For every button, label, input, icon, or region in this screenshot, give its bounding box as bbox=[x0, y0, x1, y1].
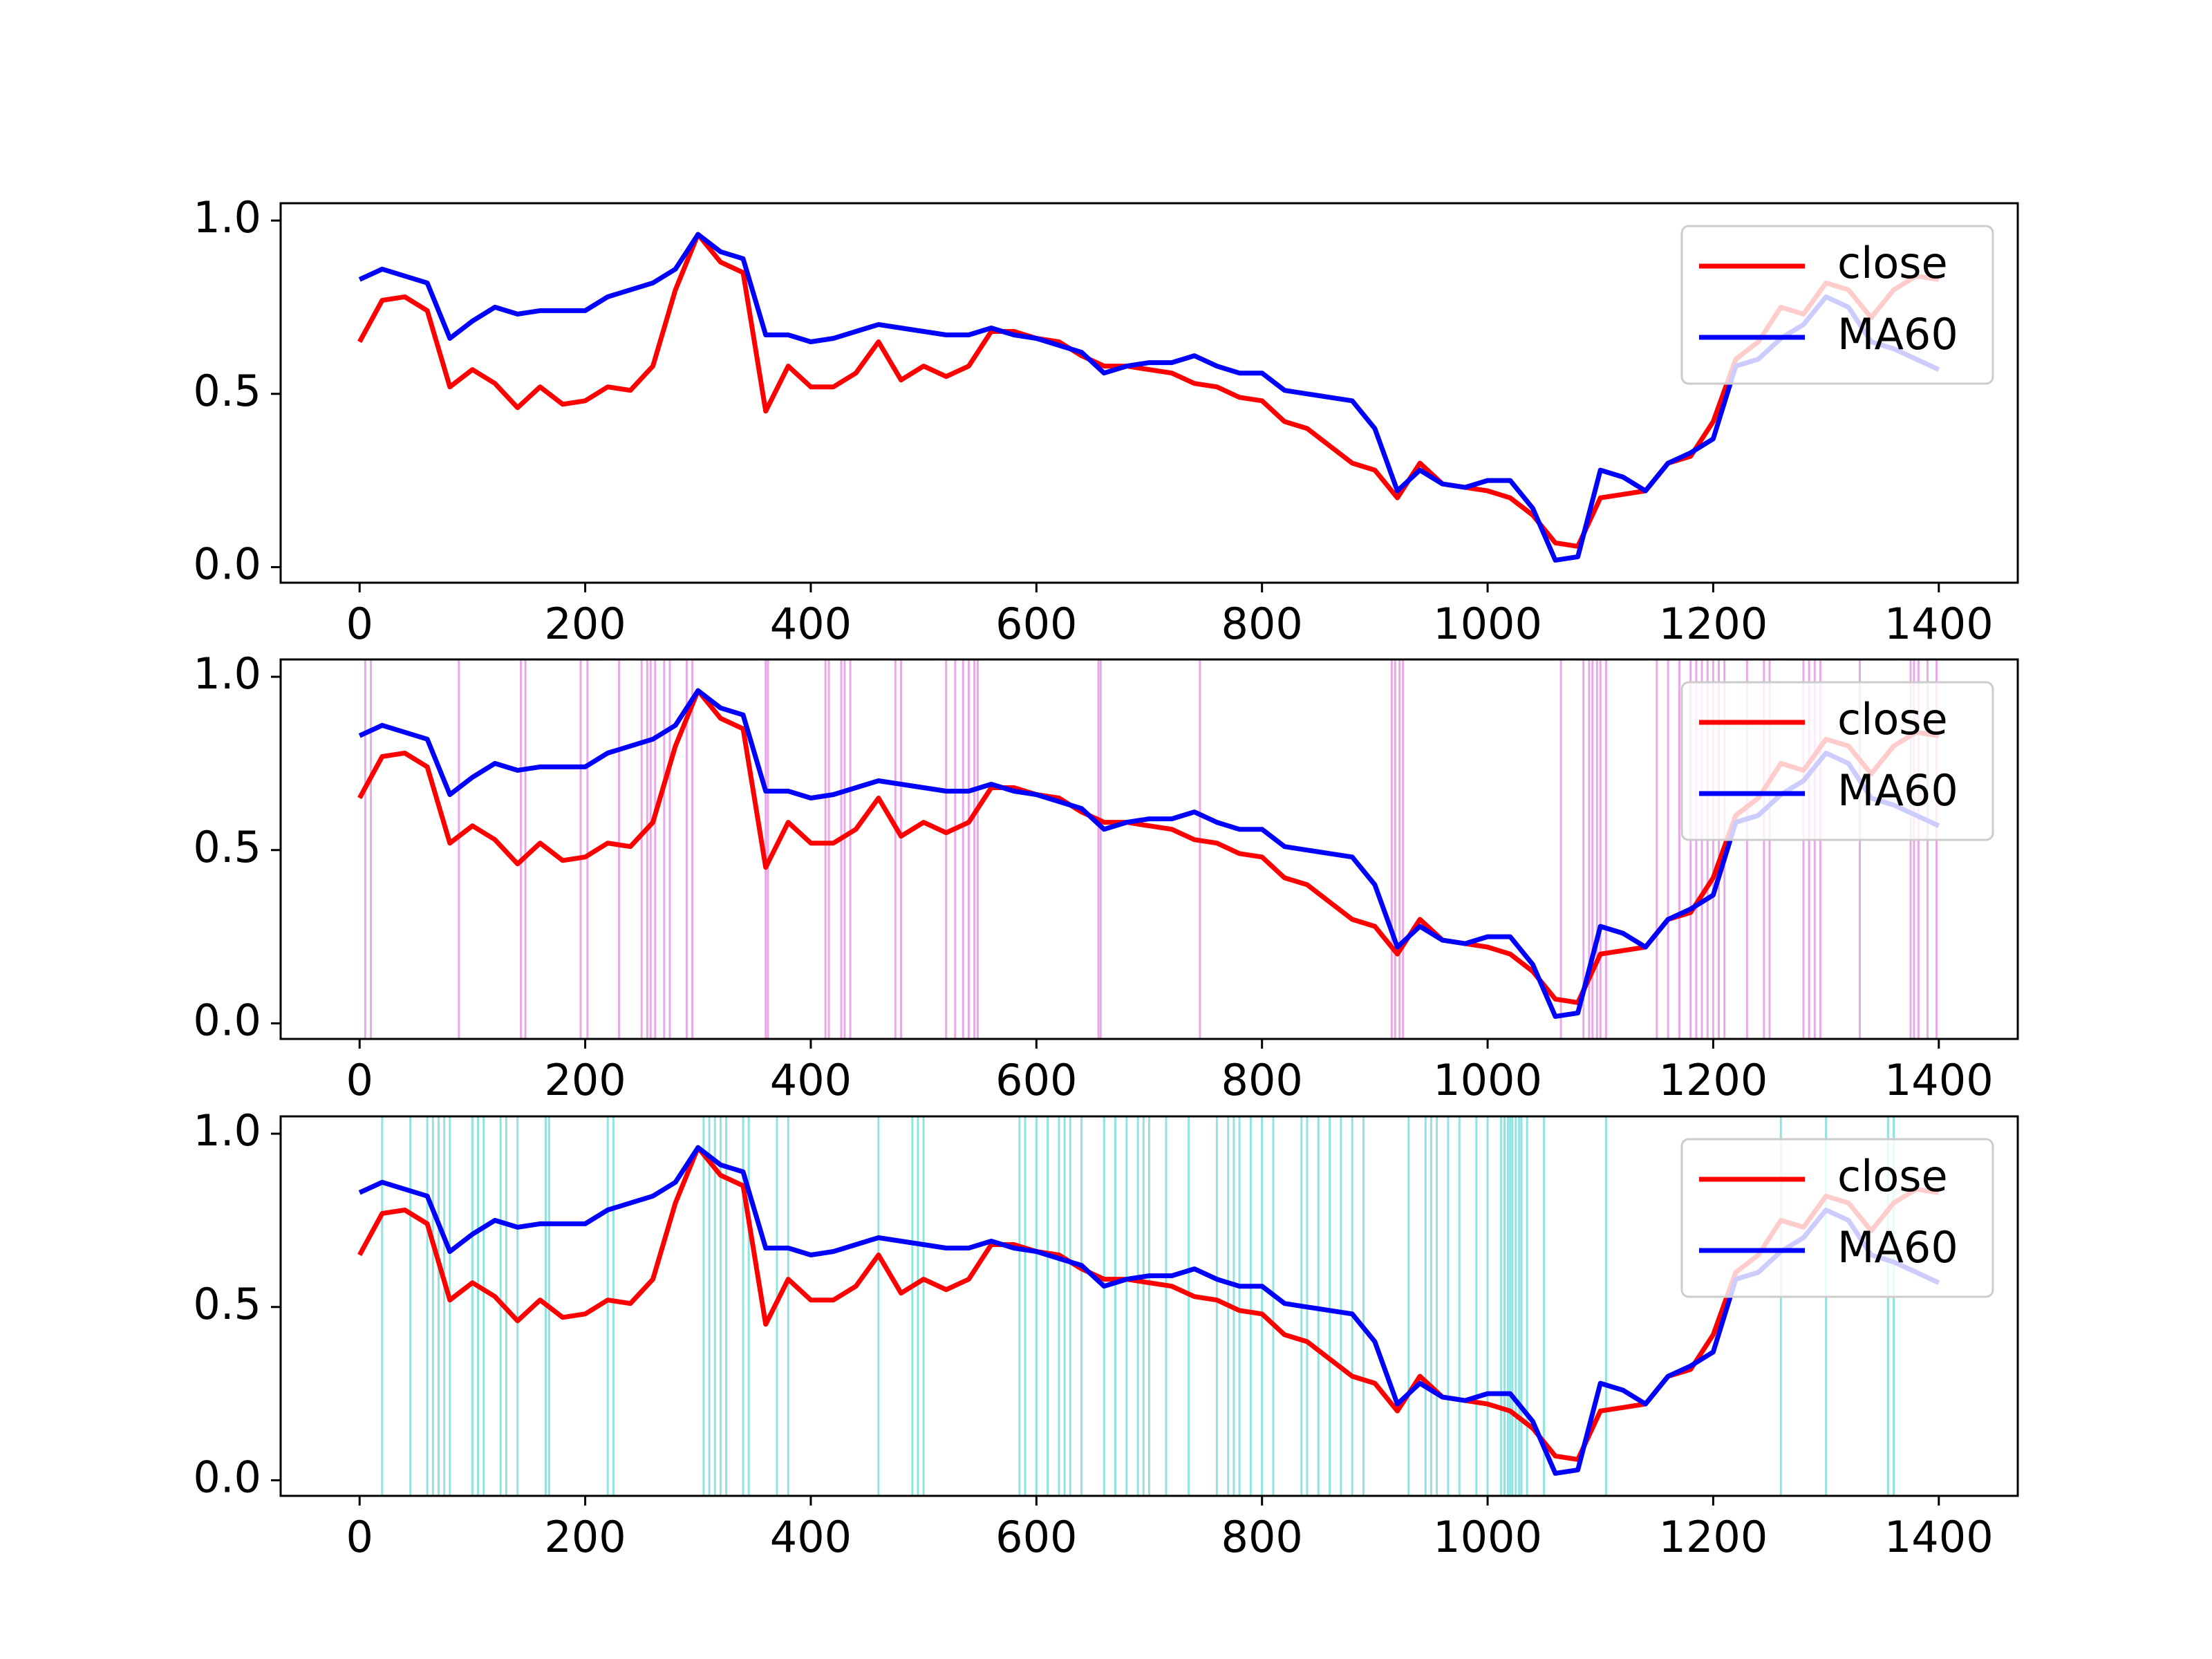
x-tick-label: 800 bbox=[1221, 1055, 1303, 1105]
legend-label: MA60 bbox=[1837, 765, 1958, 816]
x-tick-label: 1200 bbox=[1659, 599, 1768, 649]
x-tick-label: 800 bbox=[1221, 599, 1303, 649]
x-tick-label: 200 bbox=[544, 599, 626, 649]
y-tick-label: 0.0 bbox=[193, 995, 261, 1046]
legend-label: MA60 bbox=[1837, 1222, 1958, 1273]
legend-label: close bbox=[1837, 1151, 1948, 1201]
x-tick-label: 1000 bbox=[1433, 1055, 1542, 1105]
x-tick-label: 1200 bbox=[1659, 1512, 1768, 1562]
legend-label: close bbox=[1837, 694, 1948, 744]
x-tick-label: 1000 bbox=[1433, 1512, 1542, 1562]
x-tick-label: 1400 bbox=[1884, 1055, 1994, 1105]
y-tick-label: 0.0 bbox=[193, 1452, 261, 1503]
series-line bbox=[358, 1145, 1940, 1476]
plot-area bbox=[357, 1116, 1940, 1496]
series-line bbox=[358, 232, 1940, 563]
x-tick-label: 1000 bbox=[1433, 599, 1542, 649]
legend-label: MA60 bbox=[1837, 309, 1958, 359]
x-tick-label: 1400 bbox=[1884, 599, 1994, 649]
legend-label: close bbox=[1837, 238, 1948, 288]
plot-area bbox=[357, 232, 1940, 563]
x-tick-label: 200 bbox=[544, 1055, 626, 1105]
y-tick-label: 0.5 bbox=[193, 822, 261, 872]
x-tick-label: 200 bbox=[544, 1512, 626, 1562]
x-tick-label: 400 bbox=[770, 599, 852, 649]
x-tick-label: 0 bbox=[346, 1055, 373, 1105]
x-tick-label: 600 bbox=[995, 1512, 1077, 1562]
x-tick-label: 600 bbox=[995, 599, 1077, 649]
y-tick-label: 1.0 bbox=[193, 192, 261, 243]
y-tick-label: 0.0 bbox=[193, 539, 261, 590]
x-tick-label: 1200 bbox=[1659, 1055, 1768, 1105]
y-tick-label: 0.5 bbox=[193, 366, 261, 416]
y-tick-label: 1.0 bbox=[193, 1105, 261, 1156]
y-tick-label: 0.5 bbox=[193, 1279, 261, 1329]
x-tick-label: 800 bbox=[1221, 1512, 1303, 1562]
x-tick-label: 0 bbox=[346, 1512, 373, 1562]
y-tick-label: 1.0 bbox=[193, 648, 261, 699]
x-tick-label: 400 bbox=[770, 1512, 852, 1562]
x-tick-label: 600 bbox=[995, 1055, 1077, 1105]
series-line bbox=[358, 688, 1940, 1019]
x-tick-label: 400 bbox=[770, 1055, 852, 1105]
x-tick-label: 1400 bbox=[1884, 1512, 1994, 1562]
x-tick-label: 0 bbox=[346, 599, 373, 649]
